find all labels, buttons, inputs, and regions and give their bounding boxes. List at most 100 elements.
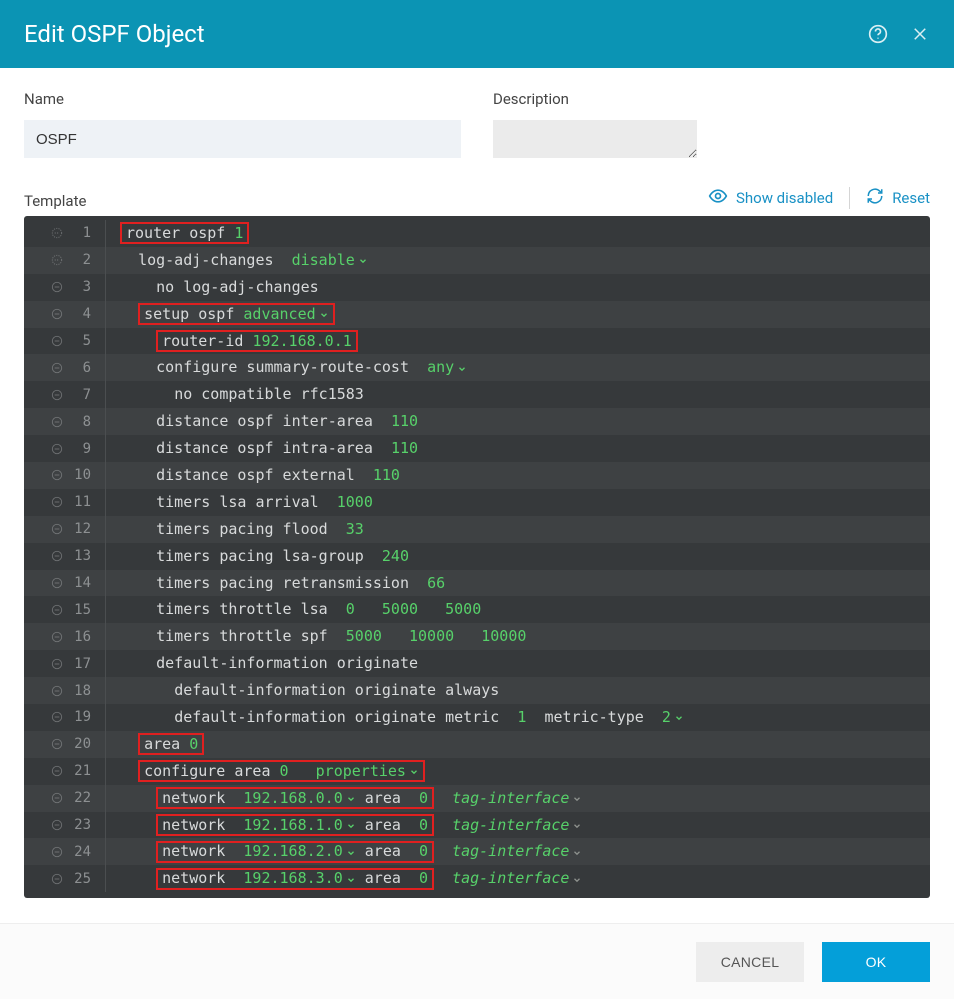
highlighted-command: configure area 0 properties [138, 760, 425, 782]
editor-line[interactable]: 23 network 192.168.1.0 area 0 tag-interf… [24, 812, 930, 839]
collapse-icon[interactable] [24, 280, 68, 294]
editor-line[interactable]: 20 area 0 [24, 731, 930, 758]
editor-line[interactable]: 10 distance ospf external 110 [24, 462, 930, 489]
code-text: default-information originate [156, 656, 418, 671]
show-disabled-button[interactable]: Show disabled [708, 186, 833, 210]
tag-interface-dropdown[interactable]: tag-interface [452, 844, 582, 859]
template-editor[interactable]: 1router ospf 12 log-adj-changes disable3… [24, 216, 930, 898]
code-text: timers pacing lsa-group [156, 549, 382, 564]
collapse-icon[interactable] [24, 468, 68, 482]
collapse-icon[interactable] [24, 764, 68, 778]
collapse-icon[interactable] [24, 388, 68, 402]
collapse-icon[interactable] [24, 495, 68, 509]
code-text: timers lsa arrival [156, 495, 337, 510]
highlighted-command: network 192.168.2.0 area 0 [156, 841, 434, 863]
editor-line[interactable]: 24 network 192.168.2.0 area 0 tag-interf… [24, 838, 930, 865]
collapse-icon[interactable] [24, 603, 68, 617]
editor-line[interactable]: 11 timers lsa arrival 1000 [24, 489, 930, 516]
collapse-icon[interactable] [24, 737, 68, 751]
collapse-icon[interactable] [24, 872, 68, 886]
collapse-icon[interactable] [24, 361, 68, 375]
editor-line[interactable]: 5 router-id 192.168.0.1 [24, 328, 930, 355]
collapse-icon[interactable] [24, 307, 68, 321]
cancel-button[interactable]: CANCEL [696, 942, 804, 982]
collapse-icon[interactable] [24, 549, 68, 563]
collapse-icon[interactable] [24, 576, 68, 590]
editor-line[interactable]: 14 timers pacing retransmission 66 [24, 570, 930, 597]
code-content: default-information originate [106, 656, 418, 671]
editor-line[interactable]: 9 distance ospf intra-area 110 [24, 435, 930, 462]
editor-line[interactable]: 13 timers pacing lsa-group 240 [24, 543, 930, 570]
dropdown-value[interactable]: properties [316, 764, 419, 779]
collapse-icon[interactable] [24, 442, 68, 456]
collapse-icon[interactable] [24, 710, 68, 724]
tag-interface-dropdown[interactable]: tag-interface [452, 818, 582, 833]
collapse-icon-dashed[interactable] [24, 253, 68, 267]
dropdown-value[interactable]: any [427, 360, 467, 375]
editor-line[interactable]: 6 configure summary-route-cost any [24, 354, 930, 381]
editor-line[interactable]: 7 no compatible rfc1583 [24, 381, 930, 408]
code-text [289, 764, 316, 779]
editor-line[interactable]: 16 timers throttle spf 5000 10000 10000 [24, 623, 930, 650]
editor-line[interactable]: 3 no log-adj-changes [24, 274, 930, 301]
collapse-icon[interactable] [24, 791, 68, 805]
collapse-icon[interactable] [24, 657, 68, 671]
editor-line[interactable]: 25 network 192.168.3.0 area 0 tag-interf… [24, 865, 930, 892]
collapse-icon[interactable] [24, 684, 68, 698]
code-text: configure summary-route-cost [156, 360, 427, 375]
collapse-icon-dashed[interactable] [24, 226, 68, 240]
code-value: 10000 [481, 629, 526, 644]
modal-header: Edit OSPF Object [0, 0, 954, 68]
line-number: 17 [68, 650, 106, 677]
line-number: 3 [68, 274, 106, 301]
reset-button[interactable]: Reset [866, 187, 930, 209]
editor-line[interactable]: 22 network 192.168.0.0 area 0 tag-interf… [24, 785, 930, 812]
template-toolbar: Template Show disabled Reset [24, 186, 930, 210]
dropdown-value[interactable]: advanced [243, 307, 328, 322]
dropdown-value[interactable]: disable [292, 253, 368, 268]
code-value: 5000 [445, 602, 481, 617]
dropdown-value[interactable]: 2 [662, 710, 684, 725]
line-number: 23 [68, 812, 106, 839]
code-text: configure area [144, 764, 279, 779]
ok-button[interactable]: OK [822, 942, 930, 982]
collapse-icon[interactable] [24, 415, 68, 429]
editor-line[interactable]: 1router ospf 1 [24, 220, 930, 247]
template-label: Template [24, 192, 86, 210]
tag-interface-dropdown[interactable]: tag-interface [452, 871, 582, 886]
line-number: 15 [68, 596, 106, 623]
dropdown-value[interactable]: 192.168.2.0 [243, 844, 355, 859]
code-text: area [356, 791, 419, 806]
dropdown-value[interactable]: 192.168.3.0 [243, 871, 355, 886]
code-content: default-information originate always [106, 683, 499, 698]
editor-line[interactable]: 17 default-information originate [24, 650, 930, 677]
tag-interface-dropdown[interactable]: tag-interface [452, 791, 582, 806]
line-number: 18 [68, 677, 106, 704]
collapse-icon[interactable] [24, 522, 68, 536]
name-input[interactable] [24, 120, 461, 158]
editor-line[interactable]: 8 distance ospf inter-area 110 [24, 408, 930, 435]
editor-line[interactable]: 18 default-information originate always [24, 677, 930, 704]
editor-line[interactable]: 2 log-adj-changes disable [24, 247, 930, 274]
code-text: setup ospf [144, 307, 243, 322]
editor-line[interactable]: 19 default-information originate metric … [24, 704, 930, 731]
description-textarea[interactable] [493, 120, 697, 158]
collapse-icon[interactable] [24, 630, 68, 644]
editor-line[interactable]: 12 timers pacing flood 33 [24, 516, 930, 543]
code-content: timers lsa arrival 1000 [106, 495, 373, 510]
close-icon[interactable] [910, 24, 930, 44]
code-text: network [162, 818, 243, 833]
line-number: 22 [68, 785, 106, 812]
dropdown-value[interactable]: 192.168.1.0 [243, 818, 355, 833]
editor-line[interactable]: 4 setup ospf advanced [24, 301, 930, 328]
code-value: 0 [189, 737, 198, 752]
line-number: 6 [68, 354, 106, 381]
editor-line[interactable]: 15 timers throttle lsa 0 5000 5000 [24, 596, 930, 623]
collapse-icon[interactable] [24, 845, 68, 859]
editor-line[interactable]: 21 configure area 0 properties [24, 758, 930, 785]
code-text: router-id [162, 334, 252, 349]
dropdown-value[interactable]: 192.168.0.0 [243, 791, 355, 806]
help-icon[interactable] [868, 24, 888, 44]
collapse-icon[interactable] [24, 818, 68, 832]
collapse-icon[interactable] [24, 334, 68, 348]
